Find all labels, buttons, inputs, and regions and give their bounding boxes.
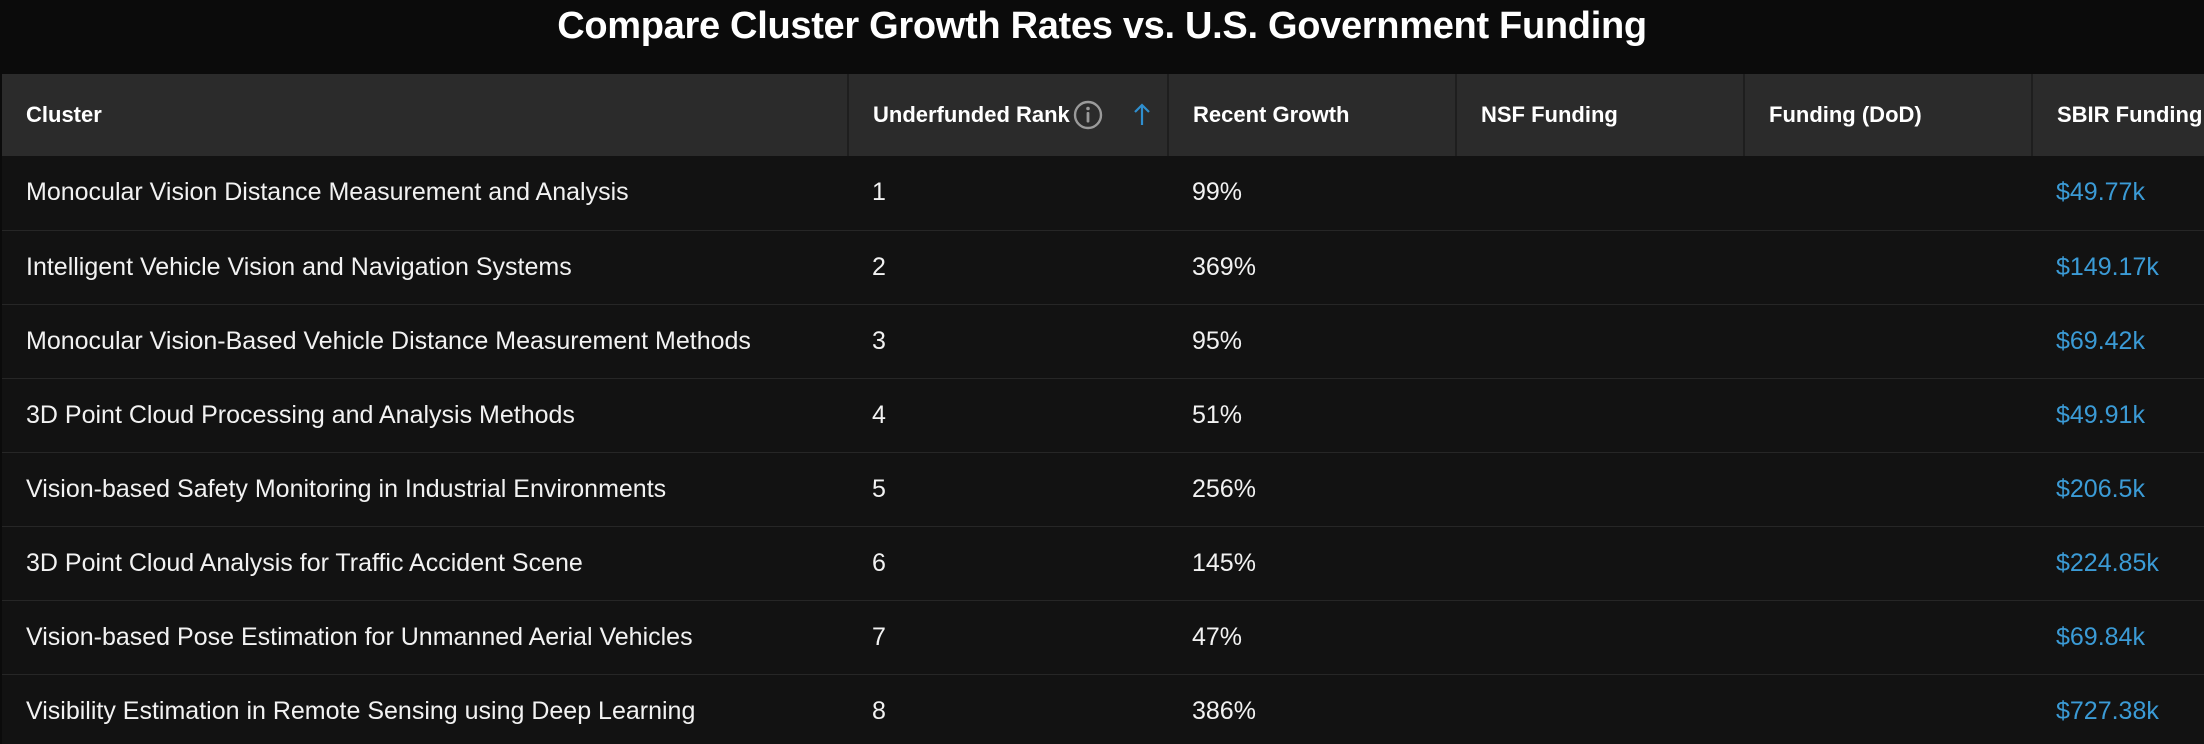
table-row[interactable]: Intelligent Vehicle Vision and Navigatio… — [2, 229, 2204, 304]
cell-cluster: Intelligent Vehicle Vision and Navigatio… — [2, 229, 848, 304]
cell-sbir-link[interactable]: $727.38k — [2032, 673, 2204, 744]
cell-sbir-link[interactable]: $69.84k — [2032, 599, 2204, 674]
cell-nsf — [1456, 599, 1744, 674]
cell-nsf — [1456, 673, 1744, 744]
cell-sbir-link[interactable]: $69.42k — [2032, 303, 2204, 378]
column-header-label: Underfunded Rank — [873, 102, 1070, 127]
cell-cluster: Monocular Vision-Based Vehicle Distance … — [2, 303, 848, 378]
table-header-row: Cluster Underfunded Rank — [2, 74, 2204, 156]
column-header-content: Underfunded Rank — [873, 99, 1167, 131]
column-header-funding-dod[interactable]: Funding (DoD) — [1744, 74, 2033, 156]
table-row[interactable]: Vision-based Pose Estimation for Unmanne… — [2, 599, 2204, 674]
cell-rank: 4 — [848, 377, 1168, 452]
cell-cluster: 3D Point Cloud Analysis for Traffic Acci… — [2, 525, 848, 600]
column-header-underfunded-rank[interactable]: Underfunded Rank — [848, 74, 1169, 156]
column-header-label: Funding (DoD) — [1769, 102, 1922, 127]
cell-sbir-link[interactable]: $224.85k — [2032, 525, 2204, 600]
column-header-nsf-funding[interactable]: NSF Funding — [1456, 74, 1745, 156]
column-header-cluster[interactable]: Cluster — [2, 74, 849, 156]
cell-growth: 256% — [1168, 451, 1456, 526]
cell-dod — [1744, 599, 2032, 674]
cell-cluster: Visibility Estimation in Remote Sensing … — [2, 673, 848, 744]
cell-nsf — [1456, 525, 1744, 600]
table-row[interactable]: Monocular Vision-Based Vehicle Distance … — [2, 303, 2204, 378]
page-title: Compare Cluster Growth Rates vs. U.S. Go… — [557, 5, 1647, 47]
cell-nsf — [1456, 377, 1744, 452]
cell-growth: 95% — [1168, 303, 1456, 378]
cell-rank: 3 — [848, 303, 1168, 378]
cell-sbir-link[interactable]: $206.5k — [2032, 451, 2204, 526]
cell-rank: 8 — [848, 673, 1168, 744]
info-icon[interactable] — [1072, 99, 1104, 131]
cell-growth: 47% — [1168, 599, 1456, 674]
table-row[interactable]: Vision-based Safety Monitoring in Indust… — [2, 451, 2204, 526]
cell-nsf — [1456, 229, 1744, 304]
column-header-label: NSF Funding — [1481, 102, 1618, 127]
cell-nsf — [1456, 303, 1744, 378]
table-body: Monocular Vision Distance Measurement an… — [2, 156, 2204, 744]
cell-rank: 2 — [848, 229, 1168, 304]
cell-growth: 99% — [1192, 178, 1243, 207]
cell-rank: 6 — [848, 525, 1168, 600]
table-row[interactable]: 3D Point Cloud Processing and Analysis M… — [2, 377, 2204, 452]
cell-dod — [1744, 229, 2032, 304]
funding-table: Cluster Underfunded Rank — [2, 74, 2204, 744]
cell-dod — [1744, 377, 2032, 452]
table-row[interactable]: Visibility Estimation in Remote Sensing … — [2, 673, 2204, 744]
cell-cluster: Monocular Vision Distance Measurement an… — [26, 178, 629, 207]
cell-sbir-link[interactable]: $49.77k — [2056, 178, 2145, 207]
cell-nsf — [1456, 451, 1744, 526]
table-row[interactable]: 3D Point Cloud Analysis for Traffic Acci… — [2, 525, 2204, 600]
cell-dod — [1744, 156, 2032, 230]
cell-rank: 5 — [848, 451, 1168, 526]
cell-growth: 51% — [1168, 377, 1456, 452]
column-header-label: SBIR Funding — [2057, 102, 2203, 127]
column-header-label: Recent Growth — [1193, 102, 1350, 127]
column-header-sbir-funding[interactable]: SBIR Funding — [2032, 74, 2204, 156]
cell-dod — [1744, 525, 2032, 600]
cell-cluster: Vision-based Pose Estimation for Unmanne… — [2, 599, 848, 674]
cell-growth: 145% — [1168, 525, 1456, 600]
cell-dod — [1744, 673, 2032, 744]
cell-dod — [1744, 303, 2032, 378]
cell-growth: 386% — [1168, 673, 1456, 744]
column-header-recent-growth[interactable]: Recent Growth — [1168, 74, 1457, 156]
table-header: Cluster Underfunded Rank — [2, 74, 2204, 156]
sort-ascending-arrow-up-icon[interactable] — [1130, 101, 1154, 129]
cell-rank: 7 — [848, 599, 1168, 674]
cell-sbir-link[interactable]: $49.91k — [2032, 377, 2204, 452]
cell-cluster: Vision-based Safety Monitoring in Indust… — [2, 451, 848, 526]
cell-cluster: 3D Point Cloud Processing and Analysis M… — [2, 377, 848, 452]
table-row[interactable]: Monocular Vision Distance Measurement an… — [2, 156, 2204, 230]
cell-rank: 1 — [872, 178, 886, 207]
cell-nsf — [1456, 156, 1744, 230]
column-header-label: Cluster — [26, 102, 102, 127]
cell-growth: 369% — [1168, 229, 1456, 304]
cell-sbir-link[interactable]: $149.17k — [2032, 229, 2204, 304]
cell-dod — [1744, 451, 2032, 526]
funding-table-container: Cluster Underfunded Rank — [2, 74, 2204, 744]
